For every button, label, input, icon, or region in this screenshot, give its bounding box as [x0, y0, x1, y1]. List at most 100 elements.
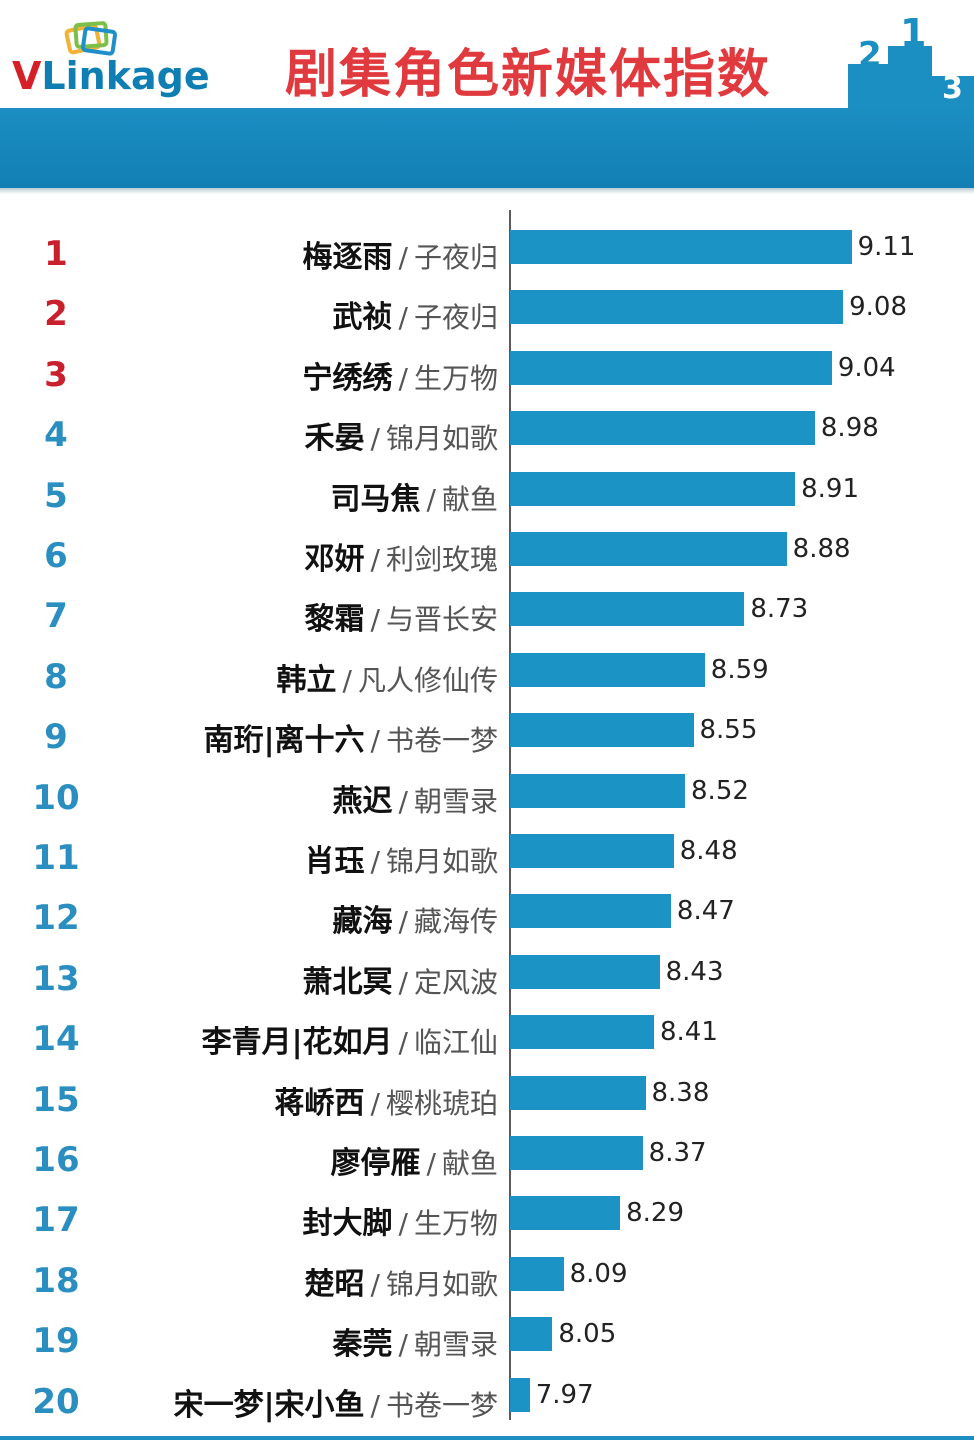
drama-name: 定风波: [413, 965, 498, 999]
category-label: 禾晏 / 锦月如歌: [305, 413, 498, 457]
chart-row: 9 南珩|离十六 / 书卷一梦 8.55: [0, 701, 974, 761]
character-name: 司马焦: [330, 481, 421, 517]
rank-number: 16: [32, 1140, 80, 1180]
character-name: 韩立: [276, 662, 337, 698]
drama-name: 藏海传: [413, 905, 498, 939]
category-label: 封大脚 / 生万物: [303, 1198, 498, 1242]
ranking-chart: 1 梅逐雨 / 子夜归 9.11 2 武祯 / 子夜归 9.08 3 宁绣绣 / 生万物 9.04 4 禾晏 / 锦…: [0, 200, 974, 1430]
data-label: 8.91: [801, 473, 860, 504]
drama-name: 临江仙: [413, 1026, 498, 1060]
label-separator: /: [426, 482, 436, 516]
bar: [510, 1075, 646, 1110]
character-name: 梅逐雨: [302, 240, 393, 275]
label-separator: /: [398, 784, 408, 818]
data-label: 9.04: [837, 352, 896, 383]
category-label: 黎霜 / 与晋长安: [305, 594, 498, 638]
bar: [510, 592, 745, 627]
character-name: 宋一梦|宋小鱼: [173, 1387, 365, 1423]
character-name: 蒋峤西: [274, 1085, 365, 1121]
label-separator: /: [398, 301, 408, 335]
bar: [510, 1317, 553, 1352]
chart-row: 2 武祯 / 子夜归 9.08: [0, 278, 974, 338]
data-label: 8.98: [820, 413, 879, 444]
chart-row: 20 宋一梦|宋小鱼 / 书卷一梦 7.97: [0, 1366, 974, 1426]
category-label: 藏海 / 藏海传: [333, 896, 498, 940]
bar: [510, 411, 815, 446]
character-name: 楚昭: [304, 1266, 365, 1302]
category-label: 萧北冥 / 定风波: [303, 957, 498, 1001]
category-label: 武祯 / 子夜归: [333, 292, 498, 336]
category-label: 梅逐雨 / 子夜归: [303, 232, 498, 276]
chart-row: 17 封大脚 / 生万物 8.29: [0, 1184, 974, 1244]
label-separator: /: [342, 663, 352, 697]
chart-row: 3 宁绣绣 / 生万物 9.04: [0, 339, 974, 399]
bar: [510, 894, 671, 929]
bar: [510, 230, 852, 264]
rank-number: 20: [32, 1381, 80, 1422]
label-separator: /: [370, 543, 380, 576]
data-label: 8.88: [792, 534, 851, 564]
chart-axis-line: [509, 210, 511, 1420]
bottom-divider: [0, 1436, 974, 1440]
logo-text-rest: Linkage: [41, 54, 210, 98]
character-name: 藏海: [332, 904, 393, 940]
character-name: 禾晏: [304, 421, 365, 457]
chart-row: 19 秦莞 / 朝雪录 8.05: [0, 1305, 974, 1365]
character-name: 南珩|离十六: [203, 723, 365, 759]
chart-row: 6 邓妍 / 利剑玫瑰 8.88: [0, 520, 974, 580]
data-label: 8.05: [558, 1319, 617, 1350]
category-label: 蒋峤西 / 樱桃琥珀: [275, 1078, 498, 1122]
drama-name: 樱桃琥珀: [385, 1086, 498, 1120]
bar: [510, 1136, 643, 1170]
drama-name: 凡人修仙传: [357, 663, 498, 697]
category-label: 秦莞 / 朝雪录: [333, 1319, 498, 1363]
chart-row: 14 李青月|花如月 / 临江仙 8.41: [0, 1003, 974, 1063]
chart-row: 10 燕迟 / 朝雪录 8.52: [0, 762, 974, 822]
character-name: 廖停雁: [330, 1146, 421, 1181]
label-separator: /: [398, 965, 408, 999]
character-name: 萧北冥: [302, 964, 393, 1000]
data-label: 8.37: [648, 1138, 707, 1168]
bar: [510, 1196, 621, 1231]
chart-row: 4 禾晏 / 锦月如歌 8.98: [0, 399, 974, 459]
rank-number: 5: [44, 475, 68, 516]
chart-row: 8 韩立 / 凡人修仙传 8.59: [0, 641, 974, 701]
data-label: 8.59: [710, 654, 769, 685]
drama-name: 锦月如歌: [385, 1267, 498, 1301]
label-separator: /: [426, 1147, 436, 1180]
bar: [510, 652, 705, 687]
bar: [510, 834, 674, 868]
label-separator: /: [398, 1207, 408, 1241]
label-separator: /: [370, 1388, 380, 1422]
rank-number: 17: [32, 1200, 80, 1241]
drama-name: 献鱼: [441, 1147, 498, 1180]
chart-row: 1 梅逐雨 / 子夜归 9.11: [0, 218, 974, 278]
drama-name: 与晋长安: [385, 603, 498, 637]
drama-name: 朝雪录: [413, 784, 498, 818]
bar: [510, 713, 694, 748]
character-name: 邓妍: [304, 542, 365, 577]
rank-number: 7: [44, 596, 68, 637]
label-separator: /: [398, 361, 408, 395]
character-name: 李青月|花如月: [201, 1025, 393, 1061]
category-label: 燕迟 / 朝雪录: [333, 776, 498, 820]
category-label: 李青月|花如月 / 临江仙: [202, 1017, 498, 1061]
character-name: 燕迟: [332, 783, 393, 819]
header-band: [0, 108, 974, 188]
category-label: 司马焦 / 献鱼: [331, 474, 498, 518]
label-separator: /: [370, 1267, 380, 1301]
podium-label-1: 1: [900, 18, 926, 55]
bar: [510, 1015, 654, 1050]
rank-number: 2: [44, 294, 68, 335]
chart-row: 18 楚昭 / 锦月如歌 8.09: [0, 1245, 974, 1305]
label-separator: /: [370, 1086, 380, 1120]
label-separator: /: [370, 845, 380, 878]
rank-number: 14: [32, 1019, 80, 1060]
category-label: 宁绣绣 / 生万物: [303, 353, 498, 397]
header: VLinkage 剧集角色新媒体指数 2 1 3: [0, 0, 974, 110]
data-label: 8.41: [659, 1017, 718, 1048]
bar: [510, 532, 787, 566]
label-separator: /: [398, 241, 408, 274]
chart-row: 12 藏海 / 藏海传 8.47: [0, 882, 974, 942]
character-name: 封大脚: [302, 1206, 393, 1242]
